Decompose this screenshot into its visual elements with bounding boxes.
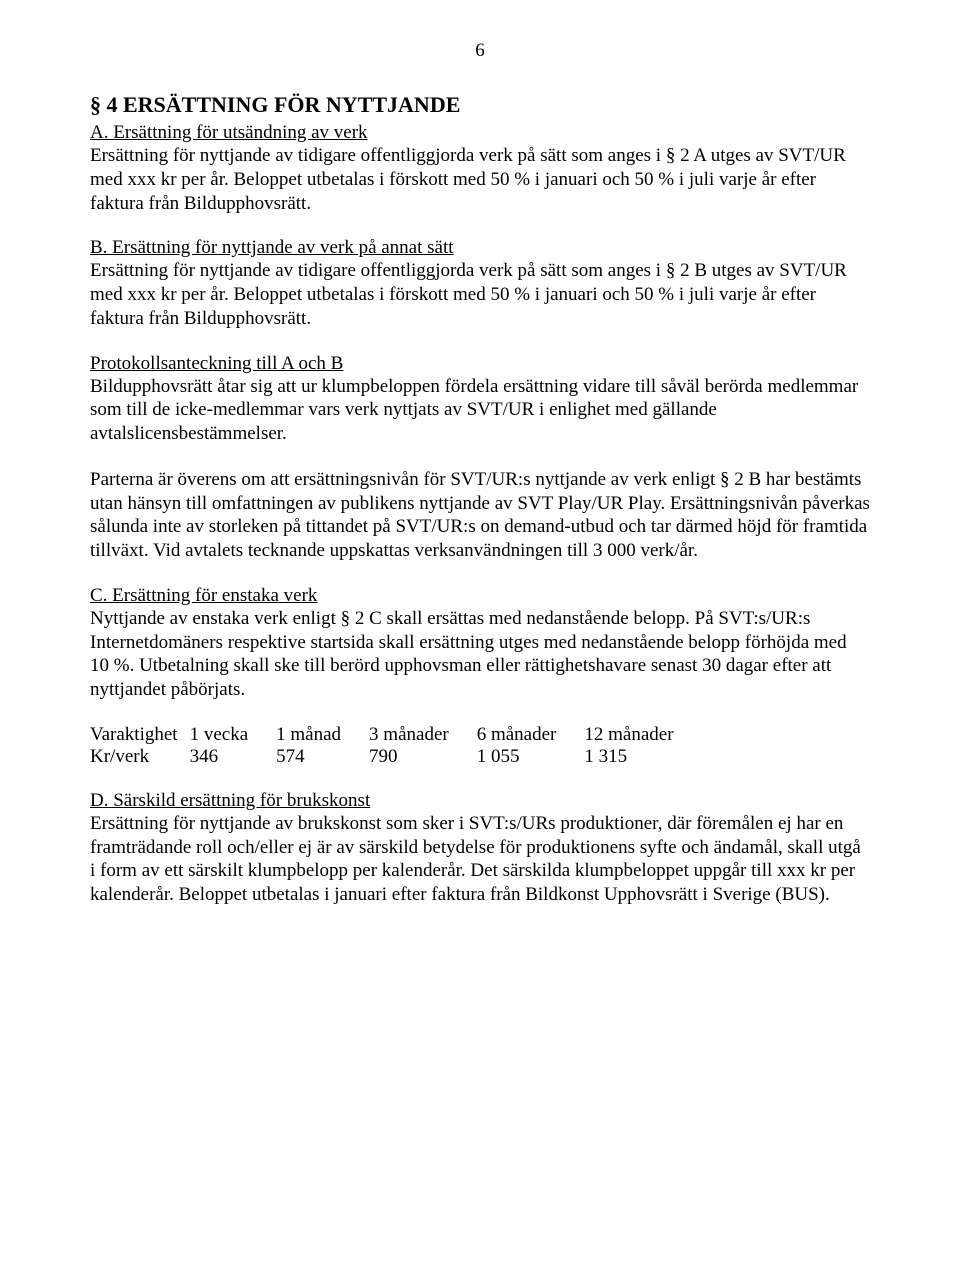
protokoll-block: Protokollsanteckning till A och B Bildup… xyxy=(90,353,870,446)
table-row: Kr/verk 346 574 790 1 055 1 315 xyxy=(90,746,702,768)
table-cell: 346 xyxy=(190,746,277,768)
section-b: B. Ersättning för nyttjande av verk på a… xyxy=(90,237,870,330)
section-c-heading: C. Ersättning för enstaka verk xyxy=(90,585,870,607)
section-c-body: Nyttjande av enstaka verk enligt § 2 C s… xyxy=(90,607,870,702)
section-a-body: Ersättning för nyttjande av tidigare off… xyxy=(90,144,870,215)
table-cell: 1 månad xyxy=(276,724,369,746)
table-cell: 6 månader xyxy=(477,724,585,746)
table-cell: 1 315 xyxy=(584,746,701,768)
section-a-heading: A. Ersättning för utsändning av verk xyxy=(90,122,870,144)
pricing-table: Varaktighet 1 vecka 1 månad 3 månader 6 … xyxy=(90,724,702,768)
section-b-body: Ersättning för nyttjande av tidigare off… xyxy=(90,259,870,330)
table-cell: 3 månader xyxy=(369,724,477,746)
table-cell: Varaktighet xyxy=(90,724,190,746)
table-cell: 12 månader xyxy=(584,724,701,746)
table-cell: Kr/verk xyxy=(90,746,190,768)
table-row: Varaktighet 1 vecka 1 månad 3 månader 6 … xyxy=(90,724,702,746)
section-b-heading: B. Ersättning för nyttjande av verk på a… xyxy=(90,237,870,259)
section-d: D. Särskild ersättning för brukskonst Er… xyxy=(90,790,870,907)
table-cell: 574 xyxy=(276,746,369,768)
page-number: 6 xyxy=(90,40,870,62)
section-d-heading: D. Särskild ersättning för brukskonst xyxy=(90,790,870,812)
protokoll-heading: Protokollsanteckning till A och B xyxy=(90,353,870,375)
section-a: A. Ersättning för utsändning av verk Ers… xyxy=(90,122,870,215)
document-page: 6 § 4 ERSÄTTNING FÖR NYTTJANDE A. Ersätt… xyxy=(0,0,960,1272)
table-cell: 790 xyxy=(369,746,477,768)
protokoll-body: Bildupphovsrätt åtar sig att ur klumpbel… xyxy=(90,375,870,446)
section-d-body: Ersättning för nyttjande av brukskonst s… xyxy=(90,812,870,907)
table-cell: 1 vecka xyxy=(190,724,277,746)
parterna-paragraph: Parterna är överens om att ersättningsni… xyxy=(90,468,870,563)
table-cell: 1 055 xyxy=(477,746,585,768)
section-c: C. Ersättning för enstaka verk Nyttjande… xyxy=(90,585,870,702)
section-heading: § 4 ERSÄTTNING FÖR NYTTJANDE xyxy=(90,92,870,118)
